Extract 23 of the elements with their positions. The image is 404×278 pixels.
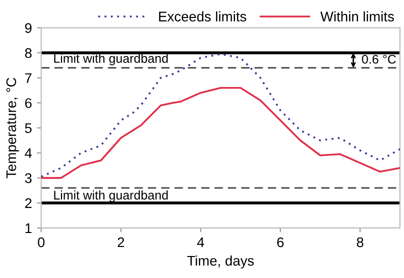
y-tick-label: 7 xyxy=(25,73,32,83)
line-series xyxy=(41,53,400,178)
y-tick-label: 3 xyxy=(24,173,32,184)
x-tick-label: 4 xyxy=(197,238,204,248)
legend-label: Exceeds limits xyxy=(159,11,246,22)
y-tick-label: 6 xyxy=(25,98,32,108)
legend-label: Within limits xyxy=(320,11,394,22)
y-tick-label: 9 xyxy=(25,23,32,33)
x-tick-label: 6 xyxy=(277,237,284,248)
line-series xyxy=(41,86,400,179)
y-tick-label: 2 xyxy=(25,198,32,208)
x-tick-label: 0 xyxy=(38,237,45,248)
y-tick-label: 5 xyxy=(25,123,32,134)
ref-line-label: Limit with guardband xyxy=(54,54,168,66)
x-tick-label: 2 xyxy=(118,237,124,248)
x-axis-title: Time, days xyxy=(187,255,254,268)
y-tick-label: 8 xyxy=(25,48,32,58)
y-tick-label: 4 xyxy=(24,148,32,158)
ref-line-label: Limit with guardband xyxy=(54,190,168,202)
x-tick-label: 8 xyxy=(356,237,364,248)
y-axis-title: Temperature, °C xyxy=(6,78,19,178)
y-tick-label: 1 xyxy=(26,223,32,233)
annotation: 0.6 °C xyxy=(362,54,396,64)
